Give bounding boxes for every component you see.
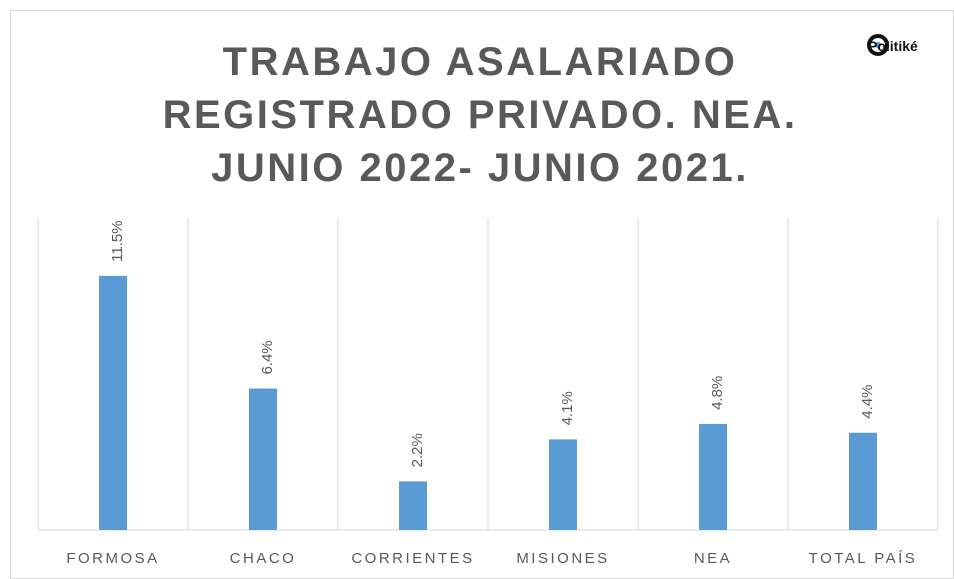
x-tick-label: CORRIENTES — [351, 550, 474, 567]
logo-text: Politiké — [868, 38, 918, 54]
bar — [549, 439, 577, 530]
logo-icon — [867, 34, 889, 56]
bar — [249, 388, 277, 530]
x-tick-label: FORMOSA — [66, 550, 159, 567]
bar — [849, 432, 877, 530]
bar — [399, 481, 427, 530]
value-label: 4.4% — [859, 385, 876, 419]
value-label: 11.5% — [109, 220, 126, 261]
x-tick-label: MISIONES — [516, 550, 609, 567]
chart-title: TRABAJO ASALARIADO REGISTRADO PRIVADO. N… — [162, 40, 798, 190]
x-tick-label: NEA — [694, 550, 732, 567]
value-label: 6.4% — [259, 340, 276, 374]
value-label: 4.8% — [709, 376, 726, 410]
bar — [99, 275, 127, 530]
value-label: 4.1% — [559, 391, 576, 425]
x-tick-label: CHACO — [230, 550, 297, 567]
value-label: 2.2% — [409, 433, 426, 467]
x-tick-label: TOTAL PAÍS — [809, 550, 918, 567]
bar — [699, 423, 727, 530]
